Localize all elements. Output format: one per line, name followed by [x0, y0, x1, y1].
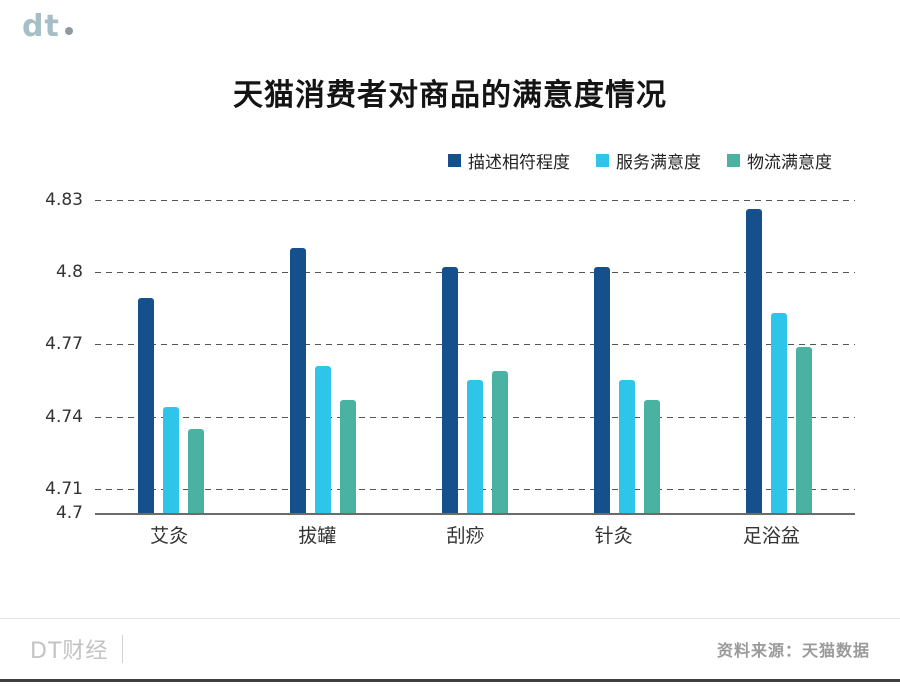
legend-swatch-icon: [596, 154, 609, 167]
legend: 描述相符程度 服务满意度 物流满意度: [448, 148, 832, 173]
grid-line: [95, 271, 855, 273]
bar: [163, 406, 179, 513]
bar-group: [290, 247, 356, 513]
grid-line: [95, 199, 855, 201]
x-axis-labels: 艾灸 拔罐 刮痧 针灸 足浴盆: [95, 521, 855, 548]
footer-brand-label: DT财经: [30, 639, 109, 664]
y-axis-tick-label: 4.83: [45, 189, 83, 210]
bar: [796, 346, 812, 513]
dt-logo-dot-icon: [64, 27, 73, 35]
bars-layer: [95, 190, 855, 513]
bar: [594, 267, 610, 513]
y-axis-tick-label: 4.8: [55, 261, 83, 282]
bar-group: [746, 209, 812, 513]
x-axis-category-label: 艾灸: [150, 525, 189, 547]
legend-label: 描述相符程度: [468, 153, 570, 173]
y-axis-tick-label: 4.74: [45, 406, 83, 427]
x-axis-category-label: 针灸: [594, 525, 633, 547]
y-axis-tick-label: 4.71: [45, 478, 83, 499]
bar: [340, 399, 356, 513]
bar: [644, 399, 660, 513]
footer-source-label: 资料来源：天猫数据: [716, 641, 870, 660]
bar: [746, 209, 762, 513]
bar: [315, 365, 331, 513]
legend-swatch-icon: [727, 154, 740, 167]
bar: [619, 380, 635, 513]
y-axis-tick-label: 4.77: [45, 334, 83, 355]
bar: [188, 428, 204, 513]
legend-item: 描述相符程度: [448, 148, 570, 173]
legend-item: 物流满意度: [727, 148, 832, 173]
x-axis-category-label: 足浴盆: [742, 525, 800, 547]
footer-vertical-divider: [122, 635, 124, 663]
bottom-border-line: [0, 679, 900, 682]
legend-label: 物流满意度: [747, 153, 832, 173]
legend-item: 服务满意度: [596, 148, 701, 173]
x-axis-category-label: 拔罐: [298, 525, 337, 547]
bar-group: [594, 267, 660, 513]
bar: [467, 380, 483, 513]
dt-logo: dt: [22, 12, 73, 42]
bar: [442, 267, 458, 513]
bar: [771, 312, 787, 513]
footer-top-divider: [0, 618, 900, 619]
bar-group: [442, 267, 508, 513]
footer: DT财经 资料来源：天猫数据: [0, 628, 900, 670]
chart-title: 天猫消费者对商品的满意度情况: [233, 78, 667, 113]
bar-group: [138, 298, 204, 513]
bar: [138, 298, 154, 513]
bar: [290, 247, 306, 513]
bar: [492, 370, 508, 513]
grid-line: [95, 344, 855, 346]
legend-label: 服务满意度: [616, 153, 701, 173]
x-axis-category-label: 刮痧: [446, 525, 485, 547]
legend-swatch-icon: [448, 154, 461, 167]
plot-area: 4.83 4.8 4.77 4.74 4.71 4.7: [45, 190, 855, 523]
dt-logo-text: dt: [22, 9, 60, 44]
y-axis-tick-label: 4.7: [55, 503, 83, 523]
